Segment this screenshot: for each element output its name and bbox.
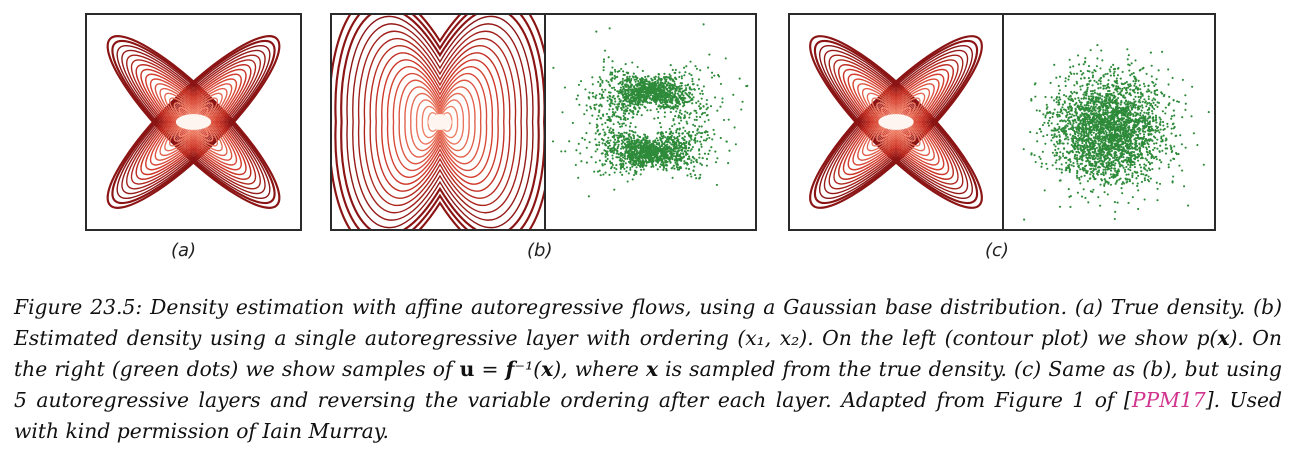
contour-line bbox=[332, 15, 544, 229]
density-peak bbox=[878, 114, 914, 130]
contour-line bbox=[386, 66, 493, 178]
subfigure-label-a: (a) bbox=[171, 240, 197, 261]
contour-line bbox=[106, 35, 281, 209]
contour-line bbox=[861, 87, 931, 157]
panel-c-contour bbox=[788, 13, 1004, 231]
contour-line bbox=[140, 68, 247, 176]
contour-line bbox=[130, 59, 257, 185]
contour-line bbox=[847, 73, 945, 171]
contour-line bbox=[392, 73, 488, 171]
contour-line bbox=[809, 35, 983, 209]
caption-text-5: is sampled from the true density. (c) Sa… bbox=[14, 357, 1282, 412]
caption-text-4: , where bbox=[561, 357, 646, 381]
contour-line bbox=[121, 49, 266, 195]
contour-line bbox=[126, 54, 261, 190]
contour-line bbox=[106, 35, 281, 209]
contour-line bbox=[346, 15, 534, 229]
contour-line bbox=[159, 87, 228, 157]
density-peak bbox=[428, 114, 452, 130]
contour-line bbox=[861, 87, 931, 157]
contour-line bbox=[410, 92, 470, 152]
contour-line bbox=[111, 39, 276, 205]
caption-equals: = bbox=[474, 357, 506, 381]
contour-line bbox=[145, 73, 242, 171]
caption-px-close: ) bbox=[1229, 326, 1238, 350]
contour-line bbox=[381, 59, 499, 185]
contour-line bbox=[813, 39, 979, 205]
contour-line bbox=[842, 68, 950, 176]
contour-line bbox=[121, 49, 266, 195]
caption-u-vector: u bbox=[459, 357, 475, 381]
figure-caption: Figure 23.5: Density estimation with aff… bbox=[14, 292, 1282, 447]
contour-line bbox=[375, 52, 505, 192]
contour-plot-estimated-density bbox=[332, 15, 544, 229]
contour-line bbox=[357, 30, 523, 214]
caption-text-3: . On the right (green dots) we show samp… bbox=[14, 326, 1282, 381]
caption-text-6: ]. Used with kind permission of Iain Mur… bbox=[14, 388, 1282, 443]
scatter-plot-gaussian-samples bbox=[1022, 43, 1210, 221]
caption-text-1: Figure 23.5: Density estimation with aff… bbox=[14, 295, 1282, 350]
contour-line bbox=[130, 59, 257, 185]
contour-line bbox=[857, 83, 935, 161]
contour-line bbox=[842, 68, 950, 176]
contour-line bbox=[352, 23, 528, 221]
contour-line bbox=[833, 59, 959, 185]
caption-px-open: p( bbox=[1196, 326, 1218, 350]
contour-plot-true-density bbox=[106, 35, 281, 209]
scatter-plot-samples bbox=[551, 23, 749, 198]
contour-line bbox=[159, 87, 228, 157]
contour-line bbox=[828, 54, 964, 190]
density-peak bbox=[175, 114, 212, 130]
contour-line bbox=[111, 39, 276, 205]
contour-line bbox=[833, 59, 959, 185]
subfigure-label-c: (c) bbox=[985, 240, 1009, 261]
contour-line bbox=[828, 54, 964, 190]
citation-link[interactable]: PPM17 bbox=[1131, 388, 1206, 412]
panel-a-contour bbox=[85, 13, 302, 231]
contour-line bbox=[398, 79, 482, 165]
contour-line bbox=[404, 86, 476, 158]
caption-f-function: f bbox=[505, 357, 515, 381]
subfigure-label-b: (b) bbox=[527, 240, 553, 261]
contour-line bbox=[149, 78, 238, 166]
caption-f-inverse: ⁻¹( bbox=[514, 357, 542, 381]
contour-line bbox=[823, 49, 969, 195]
contour-line bbox=[340, 15, 540, 229]
contour-line bbox=[369, 45, 511, 199]
contour-line bbox=[363, 38, 517, 206]
caption-x-vector-3: x bbox=[645, 357, 659, 381]
contour-line bbox=[334, 15, 544, 229]
contour-line bbox=[145, 73, 242, 171]
sample-dots bbox=[1022, 43, 1210, 221]
contour-line bbox=[847, 73, 945, 171]
panel-c-scatter bbox=[1002, 13, 1216, 231]
contour-line bbox=[154, 83, 233, 161]
sample-dots bbox=[551, 23, 749, 198]
contour-line bbox=[813, 39, 979, 205]
contour-line bbox=[857, 83, 935, 161]
panel-b-scatter bbox=[544, 13, 757, 231]
contour-line bbox=[154, 83, 233, 161]
panel-b-contour bbox=[330, 13, 546, 231]
caption-x-vector: x bbox=[1217, 326, 1230, 350]
contour-line bbox=[126, 54, 261, 190]
contour-line bbox=[823, 49, 969, 195]
caption-x-vector-2: x bbox=[541, 357, 554, 381]
contour-line bbox=[809, 35, 983, 209]
contour-line bbox=[149, 78, 238, 166]
contour-line bbox=[140, 68, 247, 176]
caption-close-2: ) bbox=[553, 357, 562, 381]
contour-plot-five-layers bbox=[809, 35, 983, 209]
caption-ordering: (x₁, x₂) bbox=[737, 326, 808, 350]
caption-text-2: . On the left (contour plot) we show bbox=[807, 326, 1197, 350]
contour-line bbox=[852, 78, 940, 166]
contour-line bbox=[852, 78, 940, 166]
